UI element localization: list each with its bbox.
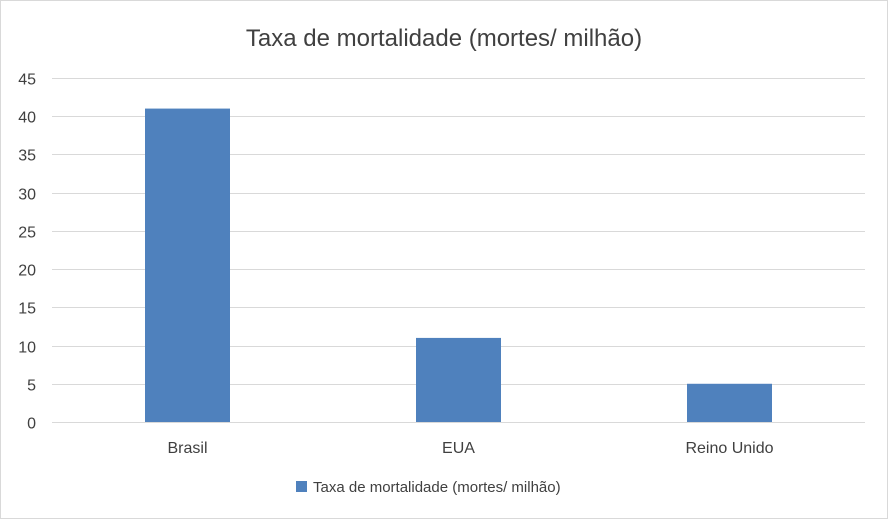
legend: Taxa de mortalidade (mortes/ milhão) [296,479,561,496]
y-tick-label: 15 [18,301,36,318]
bar-eua [416,337,501,422]
legend-swatch [296,481,307,492]
bar-brasil [145,108,230,423]
bar-reino-unido [687,383,772,422]
y-tick-label: 10 [18,340,36,357]
bars [145,108,772,423]
x-tick-label: Brasil [167,440,207,457]
y-tick-label: 20 [18,263,36,280]
y-axis-tick-labels: 0 5 10 15 20 25 30 35 40 45 [18,72,36,433]
chart-title: Taxa de mortalidade (mortes/ milhão) [246,25,642,52]
x-tick-label: EUA [442,440,475,457]
x-tick-label: Reino Unido [685,440,773,457]
y-tick-label: 0 [27,416,36,433]
x-axis-tick-labels: Brasil EUA Reino Unido [167,440,773,457]
y-tick-label: 40 [18,110,36,127]
y-tick-label: 35 [18,148,36,165]
y-tick-label: 5 [27,378,36,395]
legend-label: Taxa de mortalidade (mortes/ milhão) [313,479,561,496]
y-tick-label: 25 [18,225,36,242]
y-tick-label: 30 [18,187,36,204]
y-tick-label: 45 [18,72,36,89]
